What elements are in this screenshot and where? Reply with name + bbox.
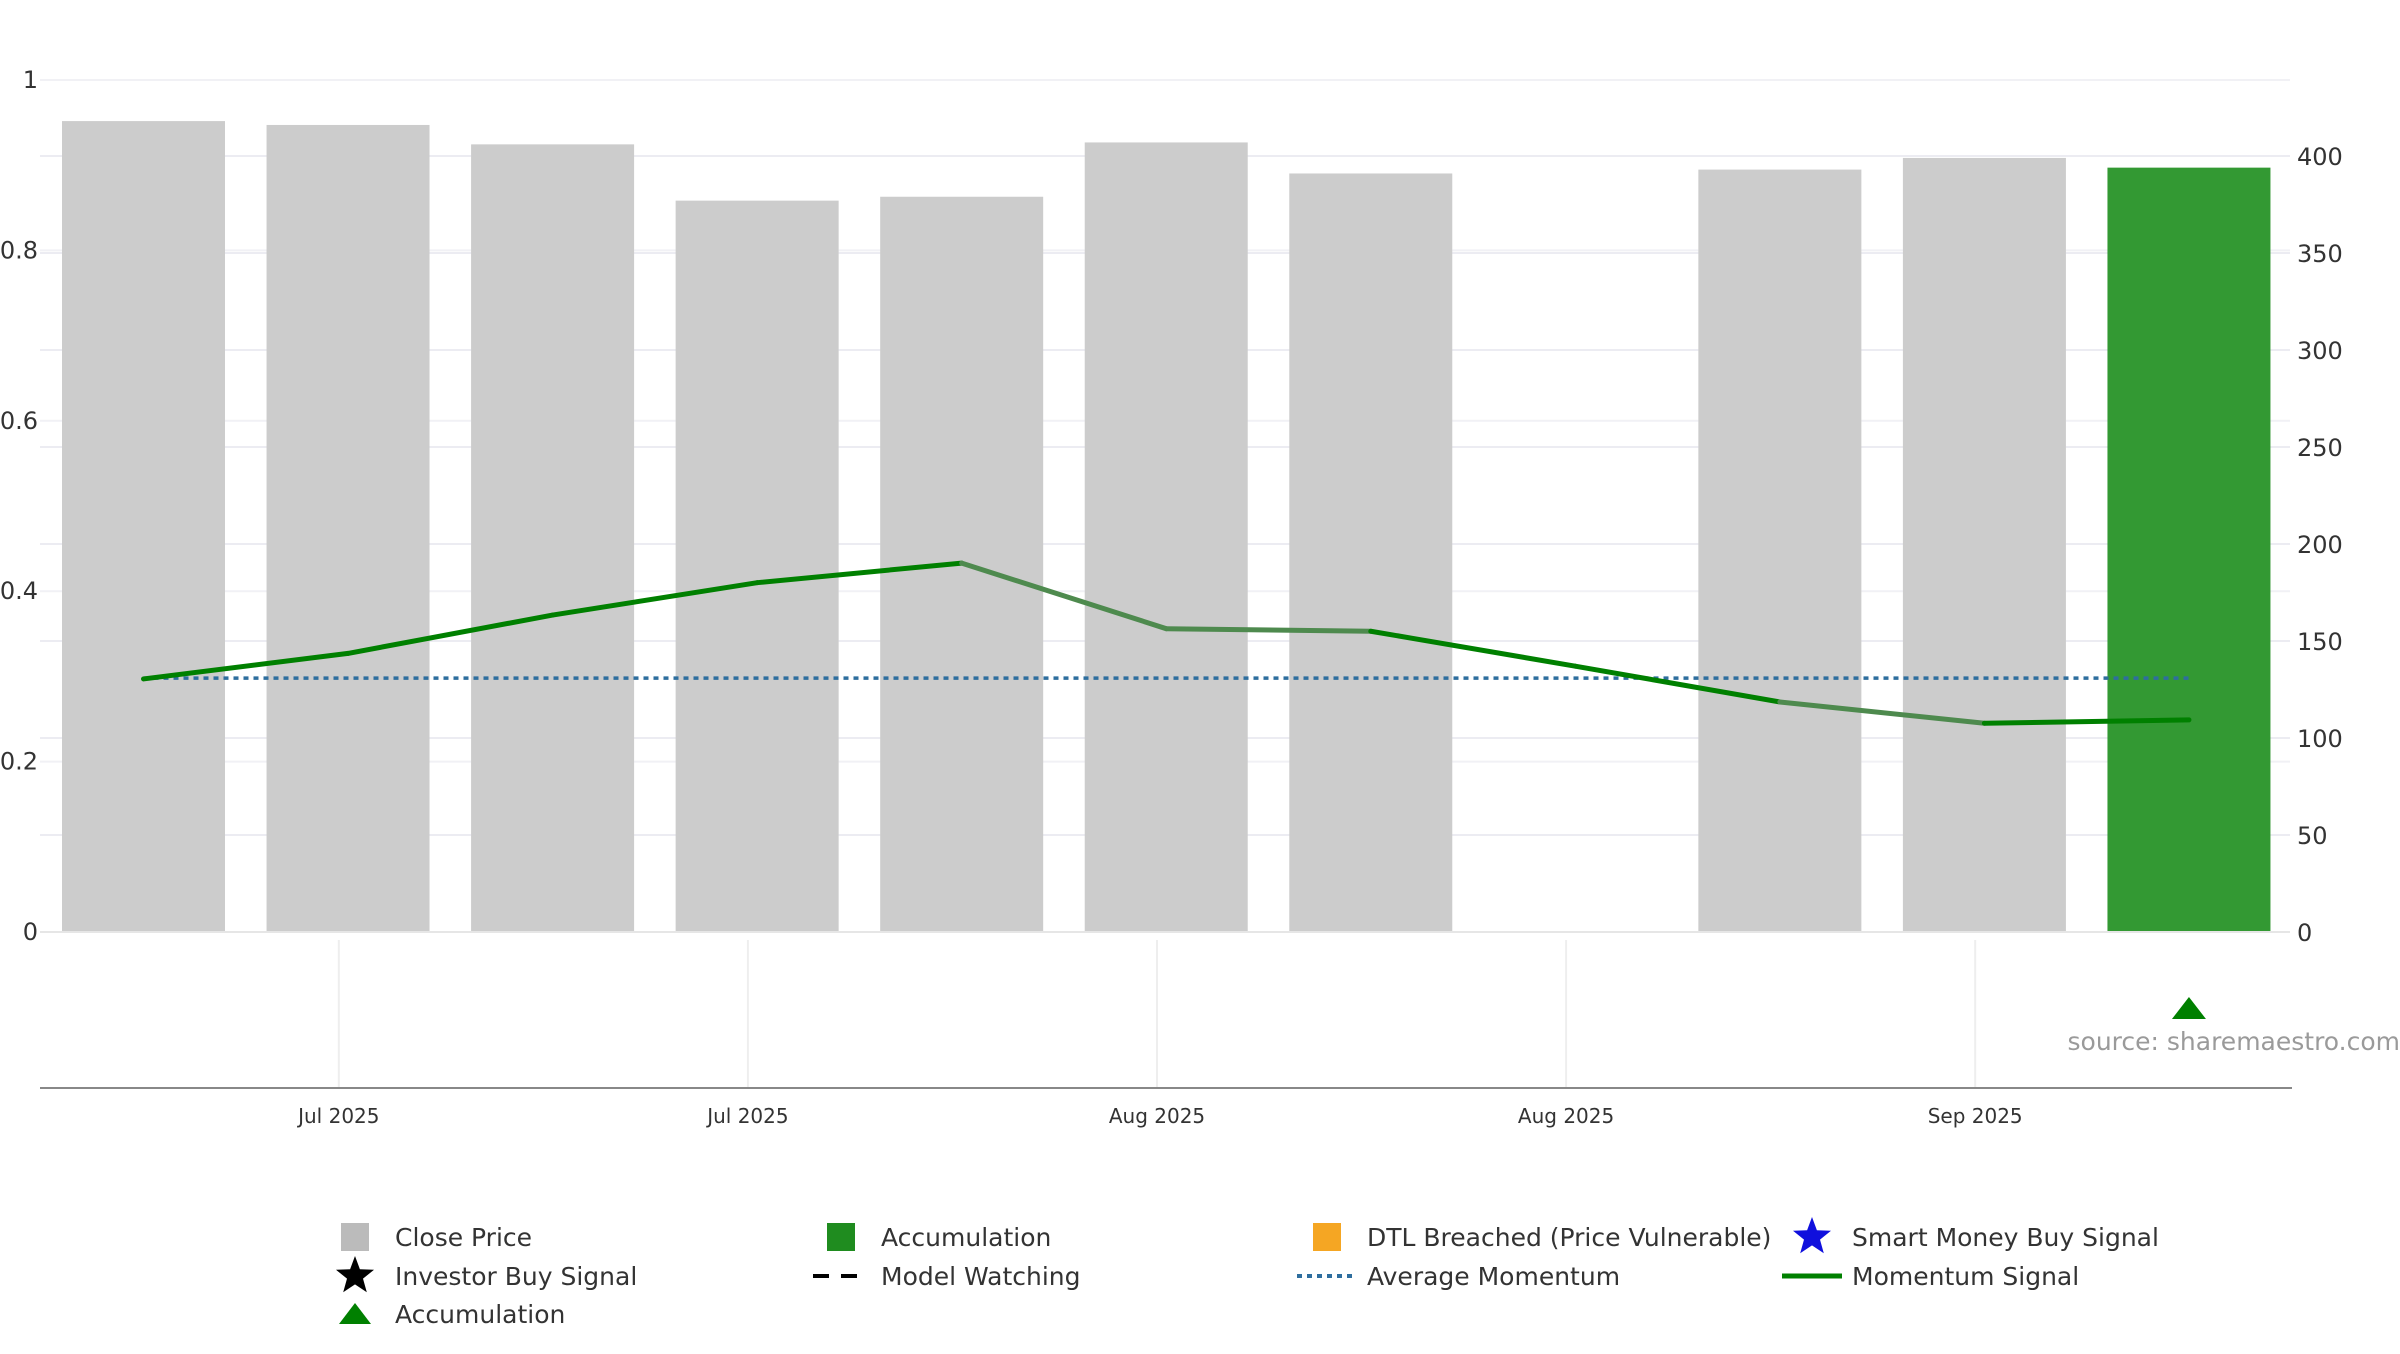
momentum-segment-10 xyxy=(1984,720,2189,723)
legend-label: Accumulation xyxy=(395,1300,565,1329)
legend-triangle-symbol xyxy=(339,1303,371,1324)
legend-label: Model Watching xyxy=(881,1262,1081,1291)
legend-label: Smart Money Buy Signal xyxy=(1852,1223,2159,1252)
close-price-bar-1 xyxy=(62,121,225,932)
legend-label: Average Momentum xyxy=(1367,1262,1620,1291)
markers: source: sharemaestro.com xyxy=(2068,997,2400,1056)
close-price-bar-10 xyxy=(1903,158,2066,932)
right-axis-tick: 300 xyxy=(2297,337,2343,365)
close-price-bar-9 xyxy=(1698,170,1861,932)
legend-square-symbol xyxy=(827,1223,855,1251)
left-axis-tick: 1 xyxy=(23,66,38,94)
legend-label: Momentum Signal xyxy=(1852,1262,2079,1291)
momentum-segment-6 xyxy=(1166,629,1371,632)
legend-square-symbol xyxy=(1313,1223,1341,1251)
x-axis-tick: Sep 2025 xyxy=(1928,1104,2023,1128)
right-axis-tick: 400 xyxy=(2297,143,2343,171)
close-price-bar-3 xyxy=(471,144,634,932)
right-axis-tick: 150 xyxy=(2297,628,2343,656)
legend-label: DTL Breached (Price Vulnerable) xyxy=(1367,1223,1771,1252)
legend-star-symbol xyxy=(336,1256,374,1292)
legend-label: Investor Buy Signal xyxy=(395,1262,637,1291)
close-price-bar-6 xyxy=(1085,142,1248,932)
x-axis-tick: Aug 2025 xyxy=(1109,1104,1205,1128)
legend: Close Price Accumulation DTL Breached (Pri… xyxy=(336,1217,2159,1329)
right-axis-tick: 50 xyxy=(2297,822,2328,850)
source-label: source: sharemaestro.com xyxy=(2068,1027,2400,1056)
legend-label: Accumulation xyxy=(881,1223,1051,1252)
accumulation-triangle-marker xyxy=(2172,997,2206,1019)
left-axis-tick: 0.8 xyxy=(0,236,38,264)
legend-star-symbol xyxy=(1793,1217,1831,1253)
left-axis-tick: 0.2 xyxy=(0,748,38,776)
x-axis-tick: Jul 2025 xyxy=(296,1104,379,1128)
close-price-bar-7 xyxy=(1289,173,1452,932)
right-axis-tick: 100 xyxy=(2297,725,2343,753)
right-axis-tick: 350 xyxy=(2297,240,2343,268)
right-axis-tick: 0 xyxy=(2297,919,2312,947)
close-price-bar-11 xyxy=(2107,168,2270,932)
legend-square-symbol xyxy=(341,1223,369,1251)
legend-label: Close Price xyxy=(395,1223,532,1252)
x-axis-tick: Aug 2025 xyxy=(1518,1104,1614,1128)
x-axis-tick: Jul 2025 xyxy=(705,1104,788,1128)
close-price-bar-2 xyxy=(267,125,430,932)
close-price-bar-4 xyxy=(676,201,839,932)
left-axis-tick: 0 xyxy=(23,918,38,946)
left-axis-tick: 0.6 xyxy=(0,407,38,435)
right-axis-tick: 200 xyxy=(2297,531,2343,559)
right-axis-tick: 250 xyxy=(2297,434,2343,462)
left-axis-tick: 0.4 xyxy=(0,577,38,605)
close-price-bars xyxy=(62,121,2270,932)
